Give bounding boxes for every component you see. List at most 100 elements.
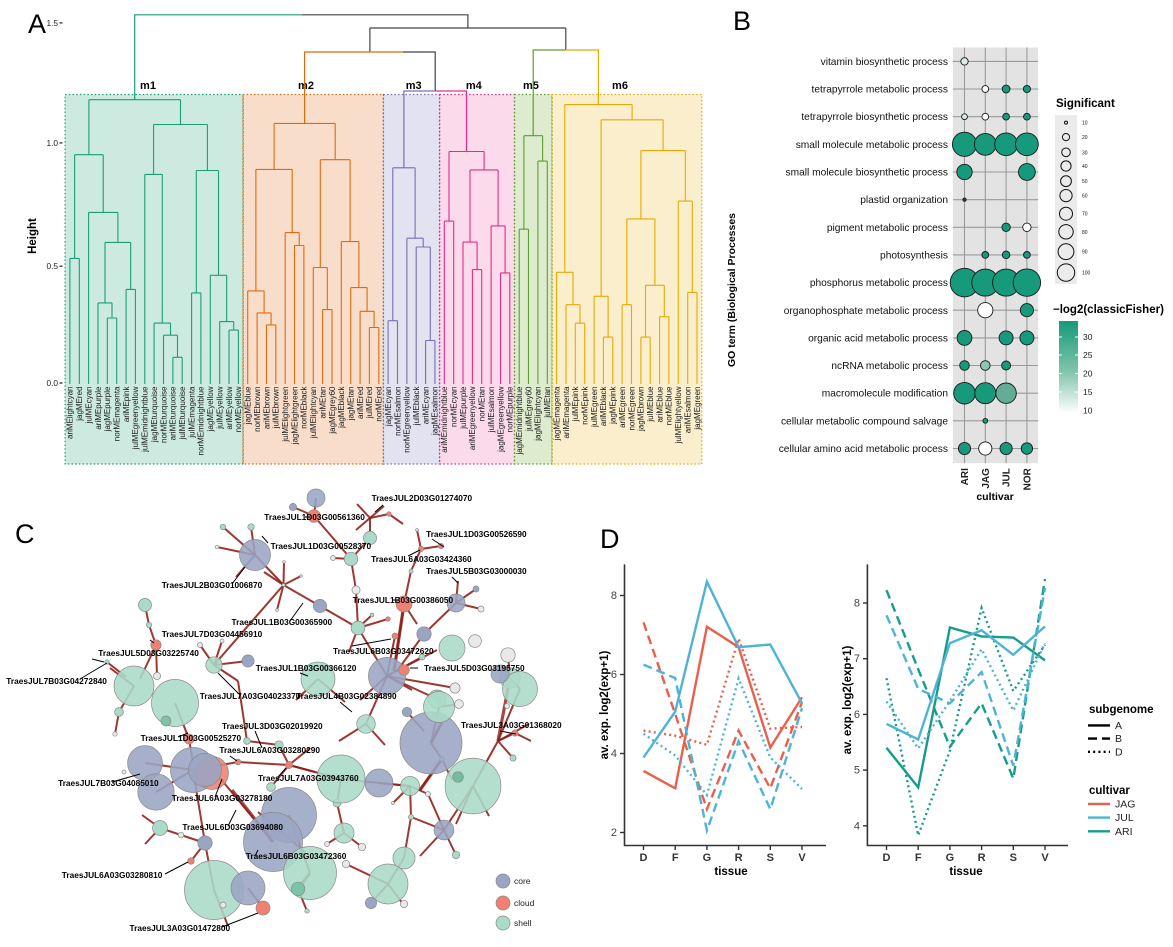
svg-text:cloud: cloud	[514, 898, 535, 908]
svg-text:6: 6	[854, 709, 860, 721]
svg-text:julMEblue: julMEblue	[646, 386, 655, 423]
svg-text:TraesJUL3A03G01368020: TraesJUL3A03G01368020	[461, 720, 562, 730]
svg-text:pigment metabolic process: pigment metabolic process	[827, 223, 948, 234]
svg-text:m5: m5	[523, 80, 539, 92]
svg-text:norMEturquoise: norMEturquoise	[159, 386, 168, 443]
svg-text:ariMEsalmon: ariMEsalmon	[684, 387, 693, 434]
svg-text:ariMEbrown: ariMEbrown	[262, 387, 271, 430]
svg-text:m2: m2	[298, 80, 314, 92]
svg-text:G: G	[703, 852, 712, 864]
svg-text:jagMEblue: jagMEblue	[244, 386, 253, 425]
svg-text:norMEgreen: norMEgreen	[627, 387, 636, 431]
svg-text:TraesJUL5B03G03000030: TraesJUL5B03G03000030	[426, 566, 527, 576]
svg-text:jagMEtan: jagMEtan	[347, 387, 356, 422]
svg-text:julMEyellow: julMEyellow	[216, 386, 225, 429]
svg-text:jagMEpurple: jagMEpurple	[103, 386, 112, 432]
svg-text:D: D	[600, 524, 620, 554]
svg-text:TraesJUL6A03G03424360: TraesJUL6A03G03424360	[371, 554, 472, 564]
svg-text:ariMEred: ariMEred	[356, 387, 365, 419]
svg-text:jagMEgreen: jagMEgreen	[693, 387, 702, 431]
svg-text:15: 15	[1083, 387, 1093, 397]
svg-text:jagMElightgreen: jagMElightgreen	[290, 387, 299, 446]
svg-text:25: 25	[1083, 350, 1093, 360]
svg-text:TraesJUL5D03G03225740: TraesJUL5D03G03225740	[98, 648, 199, 658]
svg-text:julMEsalmon: julMEsalmon	[487, 387, 496, 434]
svg-text:norMEyellow: norMEyellow	[234, 386, 243, 432]
svg-text:D: D	[1115, 746, 1123, 758]
svg-text:tissue: tissue	[714, 866, 747, 878]
svg-text:photosynthesis: photosynthesis	[880, 250, 948, 261]
svg-text:jagMEblack: jagMEblack	[337, 386, 346, 429]
svg-text:TraesJUL7A03G03943760: TraesJUL7A03G03943760	[258, 773, 359, 783]
svg-text:norMEsalmon: norMEsalmon	[393, 387, 402, 436]
svg-text:subgenome: subgenome	[1089, 704, 1154, 716]
svg-text:av. exp. log2(exp+1): av. exp. log2(exp+1)	[599, 650, 611, 759]
svg-text:TraesJUL6A03G03280290: TraesJUL6A03G03280290	[219, 745, 320, 755]
svg-text:jagMElightcyan: jagMElightcyan	[534, 387, 543, 442]
svg-text:jagMEred: jagMEred	[75, 387, 84, 422]
svg-text:ariMEgreenyellow: ariMEgreenyellow	[468, 386, 477, 450]
svg-text:norMEmagenta: norMEmagenta	[113, 386, 122, 441]
svg-text:core: core	[514, 876, 531, 886]
svg-text:phosphorus metabolic process: phosphorus metabolic process	[810, 278, 948, 289]
svg-text:4: 4	[611, 748, 617, 760]
svg-text:julMElightcyan: julMElightcyan	[309, 387, 318, 440]
svg-text:R: R	[735, 852, 743, 864]
svg-text:F: F	[672, 852, 679, 864]
svg-text:norMEpink: norMEpink	[581, 386, 590, 425]
svg-text:TraesJUL1D03G00561360: TraesJUL1D03G00561360	[264, 512, 365, 522]
svg-text:Significant: Significant	[1056, 98, 1115, 110]
svg-text:m4: m4	[466, 80, 483, 92]
svg-text:norMEbrown: norMEbrown	[253, 387, 262, 432]
svg-text:1.5: 1.5	[46, 18, 58, 28]
svg-text:cellular amino acid metabolic: cellular amino acid metabolic process	[779, 444, 948, 455]
svg-text:vitamin biosynthetic process: vitamin biosynthetic process	[821, 57, 948, 68]
svg-text:0.0: 0.0	[46, 378, 58, 388]
svg-text:40: 40	[1082, 164, 1088, 170]
svg-text:m1: m1	[140, 80, 156, 92]
svg-text:julMEpurple: julMEpurple	[459, 386, 468, 430]
svg-text:Height: Height	[27, 218, 39, 254]
svg-text:JUL: JUL	[1115, 812, 1134, 824]
svg-text:TraesJUL1B03G00365900: TraesJUL1B03G00365900	[232, 617, 333, 627]
svg-text:4: 4	[854, 820, 860, 832]
svg-text:norMEred: norMEred	[375, 387, 384, 422]
svg-text:20: 20	[1082, 135, 1088, 141]
svg-text:ariMEcyan: ariMEcyan	[421, 387, 430, 425]
svg-text:organophosphate metabolic proc: organophosphate metabolic process	[784, 306, 948, 317]
svg-text:1.0: 1.0	[46, 138, 58, 148]
svg-text:jagMEturquoise: jagMEturquoise	[150, 386, 159, 443]
svg-text:plastid organization: plastid organization	[860, 195, 948, 206]
svg-text:norMEblack: norMEblack	[300, 386, 309, 429]
svg-text:av. exp. log2(exp+1): av. exp. log2(exp+1)	[842, 645, 854, 754]
svg-text:100: 100	[1082, 271, 1091, 277]
svg-text:70: 70	[1082, 212, 1088, 218]
svg-text:30: 30	[1082, 150, 1088, 156]
svg-text:julMElightyellow: julMElightyellow	[674, 386, 683, 444]
svg-text:R: R	[978, 852, 986, 864]
svg-text:norMEmidnightblue: norMEmidnightblue	[197, 386, 206, 455]
svg-text:7: 7	[854, 653, 860, 665]
svg-text:ariMEpurple: ariMEpurple	[94, 386, 103, 430]
svg-text:8: 8	[854, 598, 860, 610]
svg-text:TraesJUL1D03G00526590: TraesJUL1D03G00526590	[426, 529, 527, 539]
svg-text:ariMEpink: ariMEpink	[122, 386, 131, 423]
svg-text:julMEred: julMEred	[365, 387, 374, 420]
svg-text:tissue: tissue	[949, 866, 982, 878]
svg-text:−log2(classicFisher): −log2(classicFisher)	[1053, 304, 1164, 316]
svg-text:50: 50	[1082, 179, 1088, 185]
svg-text:TraesJUL4B03G02384890: TraesJUL4B03G02384890	[296, 691, 397, 701]
svg-text:A: A	[28, 9, 46, 39]
svg-text:norMEpurple: norMEpurple	[506, 386, 515, 432]
svg-text:GO term (Biological Processes: GO term (Biological Processes	[726, 213, 738, 367]
svg-text:NOR: NOR	[1022, 467, 1033, 490]
svg-text:julMEtan: julMEtan	[543, 387, 552, 419]
svg-text:julMEturquoise: julMEturquoise	[178, 386, 187, 440]
svg-text:TraesJUL5D03G03195750: TraesJUL5D03G03195750	[424, 663, 525, 673]
svg-text:8: 8	[611, 590, 617, 602]
svg-text:jagMEmidnightblue: jagMEmidnightblue	[515, 386, 524, 456]
svg-text:10: 10	[1083, 406, 1093, 416]
svg-text:ARI: ARI	[1115, 826, 1133, 838]
svg-text:ariMEblack: ariMEblack	[599, 386, 608, 427]
svg-text:jagMEgrey60: jagMEgrey60	[328, 386, 337, 435]
